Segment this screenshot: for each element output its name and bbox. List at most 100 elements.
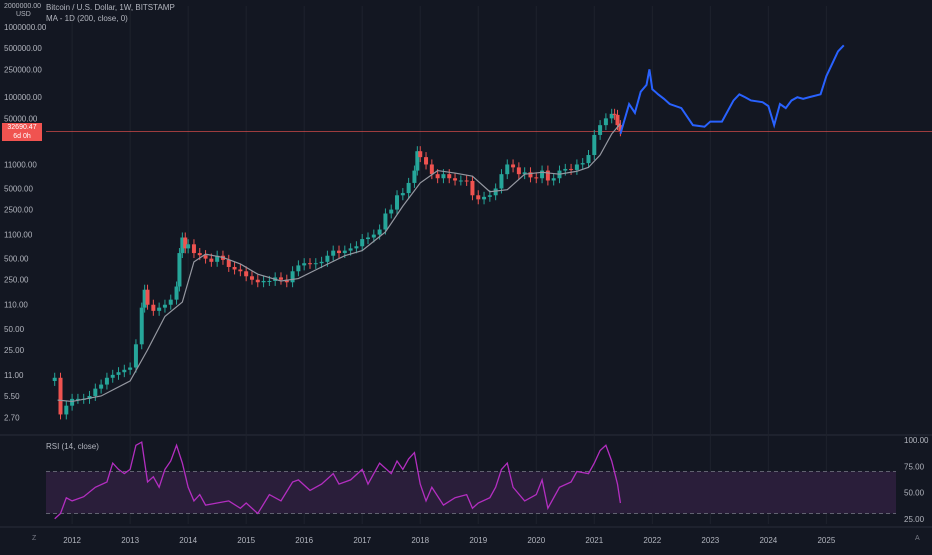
candle [464,175,469,186]
candle [569,163,574,175]
candle-body [116,372,121,375]
candle [93,383,98,401]
time-tick-label: 2014 [179,536,197,545]
candle-body [534,177,539,179]
candle-body [209,258,214,262]
candle-body [52,377,57,381]
candle [238,264,243,277]
candle-body [505,164,510,175]
candle [586,149,591,169]
candle [499,169,504,194]
candle-body [319,261,324,264]
candle-body [180,237,185,254]
candle-body [482,196,487,200]
candle-body [307,263,312,265]
candle [389,204,394,219]
price-tick-label: 250000.00 [4,65,42,74]
candle [412,165,417,188]
ma-line [57,123,621,403]
candle [511,159,516,173]
currency-label: USD [16,11,31,18]
candle-body [197,253,202,256]
price-pane [46,44,932,420]
candle [168,294,173,310]
candle-body [313,263,318,265]
candle-body [609,113,614,119]
candle [458,175,463,186]
candle-body [354,246,359,249]
candle-body [487,195,492,197]
candle [429,159,434,180]
candle-body [580,163,585,165]
candle-body [418,151,423,158]
candle-body [122,369,127,373]
candle-body [545,170,550,181]
candle-body [493,188,498,196]
price-tick-label: 50.00 [4,325,25,334]
candle [215,250,220,267]
candle [371,229,376,243]
candle-body [598,125,603,135]
candle [592,129,597,160]
candle [145,284,150,310]
candle-body [458,180,463,182]
symbol-legend[interactable]: Bitcoin / U.S. Dollar, 1W, BITSTAMP [46,3,175,12]
candle [424,152,429,170]
candle-body [348,248,353,251]
candle [395,190,400,215]
time-x-axis: 2012 2013 2014 2015 2016 2017 2018 2019 2020 2021… [63,536,836,545]
price-tick-label: 11.00 [4,371,24,380]
candle [447,169,452,184]
time-tick-label: 2012 [63,536,81,545]
candle [99,379,104,394]
candle-body [104,377,109,385]
time-tick-label: 2017 [353,536,371,545]
candle-body [99,384,104,389]
candle [476,190,481,205]
last-price-tag: 32690.47 6d 0h [2,123,42,141]
auto-axis-icon[interactable]: A [915,535,920,542]
candle [418,146,423,163]
candle [366,232,371,245]
candle [482,191,487,205]
candle [70,393,75,411]
candle [244,266,249,282]
candle-body [174,286,179,300]
candle-body [470,180,475,196]
time-tick-label: 2016 [295,536,313,545]
price-tick-label: 5.50 [4,392,20,401]
candle-body [366,237,371,240]
candle-body [476,195,481,200]
candle [360,234,365,252]
candle [122,364,127,378]
candle-body [325,255,330,262]
candle [261,275,266,288]
candle-body [58,377,63,415]
candle [226,254,231,272]
candle-body [183,237,188,249]
candle-body [142,289,147,308]
candle-body [569,168,574,170]
auto-scale-icon[interactable]: Z [32,535,37,542]
candle [400,188,405,201]
candle-body [377,229,382,235]
last-price-countdown: 6d 0h [13,133,31,140]
candle-body [75,398,80,400]
candle [133,339,138,373]
rsi-band [46,471,896,514]
candle-body [145,289,150,305]
candle [516,162,521,180]
time-tick-label: 2020 [527,536,545,545]
candle [128,362,133,375]
candle-body [618,125,623,132]
candle-body [70,398,75,406]
candle-body [232,266,237,270]
time-tick-label: 2024 [759,536,777,545]
candle [406,177,411,199]
rsi-legend[interactable]: RSI (14, close) [46,442,99,451]
candle-body [162,304,167,308]
ma-legend[interactable]: MA - 1D (200, close, 0) [46,14,128,23]
candle [383,208,388,235]
price-tick-label: 25.00 [4,346,25,355]
